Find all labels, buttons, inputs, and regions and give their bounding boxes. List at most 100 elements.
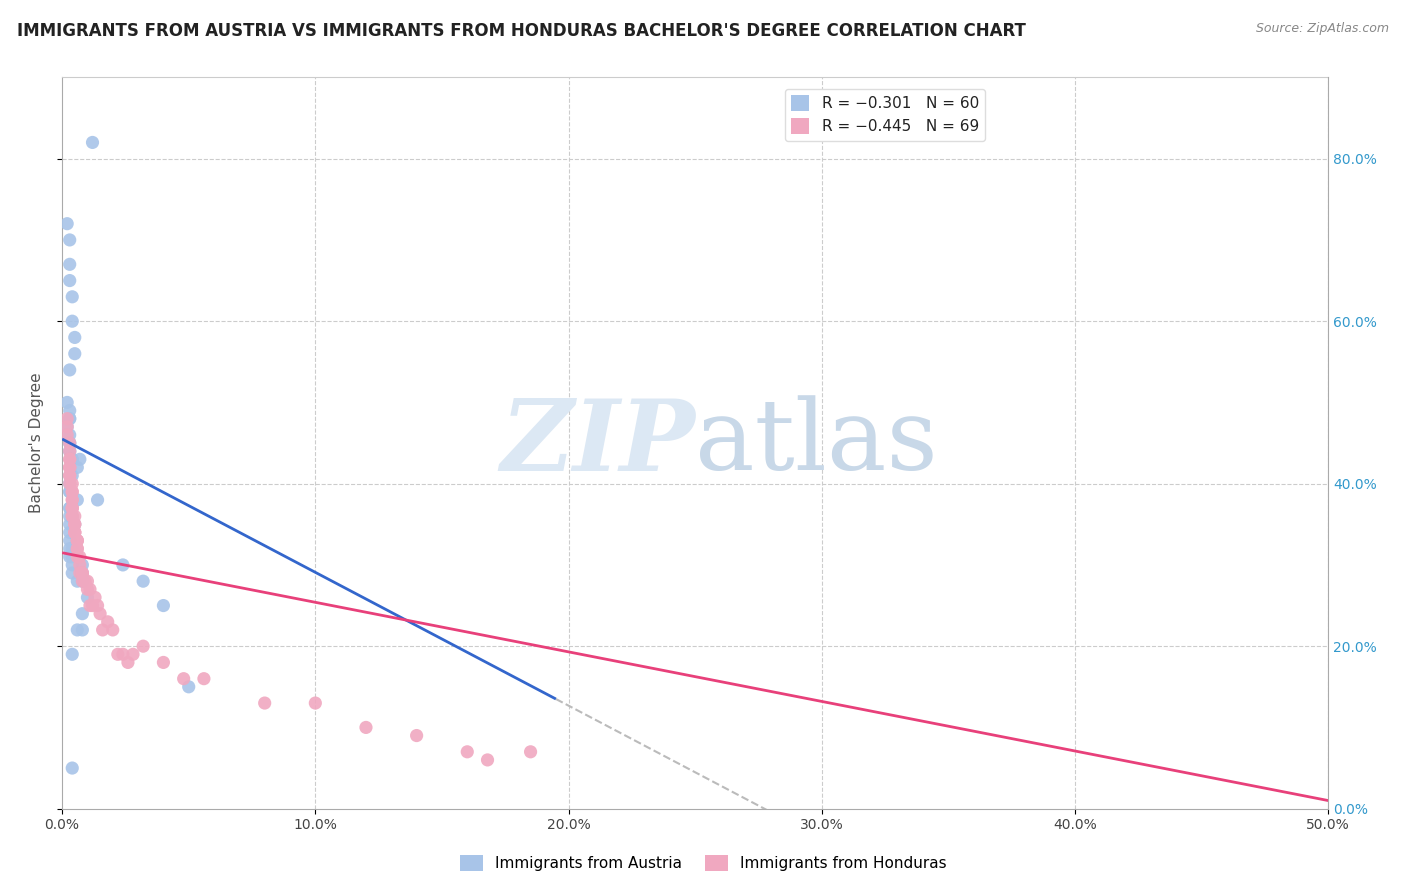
- Point: [59, 411, 82, 425]
- Point: [63, 509, 86, 524]
- Point: [76, 591, 98, 605]
- Point: [59, 452, 82, 467]
- Point: [132, 639, 155, 653]
- Y-axis label: Bachelor's Degree: Bachelor's Degree: [30, 373, 44, 514]
- Point: [59, 444, 82, 458]
- Point: [60, 509, 83, 524]
- Point: [72, 566, 94, 580]
- Point: [60, 452, 83, 467]
- Point: [59, 274, 82, 288]
- Text: ZIP: ZIP: [501, 395, 695, 491]
- Point: [82, 599, 104, 613]
- Point: [59, 484, 82, 499]
- Point: [354, 721, 377, 735]
- Point: [66, 533, 89, 548]
- Point: [107, 648, 129, 662]
- Text: Source: ZipAtlas.com: Source: ZipAtlas.com: [1256, 22, 1389, 36]
- Point: [253, 696, 276, 710]
- Point: [79, 582, 101, 597]
- Point: [76, 582, 98, 597]
- Point: [56, 411, 79, 425]
- Point: [56, 217, 79, 231]
- Point: [59, 476, 82, 491]
- Point: [60, 452, 83, 467]
- Point: [60, 484, 83, 499]
- Point: [82, 136, 104, 150]
- Point: [66, 533, 89, 548]
- Point: [66, 492, 89, 507]
- Point: [60, 314, 83, 328]
- Point: [66, 623, 89, 637]
- Point: [69, 558, 91, 572]
- Point: [59, 363, 82, 377]
- Point: [60, 558, 83, 572]
- Point: [60, 501, 83, 516]
- Point: [60, 566, 83, 580]
- Point: [111, 648, 134, 662]
- Point: [60, 290, 83, 304]
- Point: [72, 623, 94, 637]
- Point: [59, 403, 82, 417]
- Point: [59, 444, 82, 458]
- Point: [59, 428, 82, 442]
- Point: [91, 623, 114, 637]
- Point: [79, 599, 101, 613]
- Point: [60, 541, 83, 556]
- Point: [59, 436, 82, 450]
- Point: [56, 419, 79, 434]
- Point: [73, 574, 96, 589]
- Point: [63, 525, 86, 540]
- Point: [72, 607, 94, 621]
- Point: [60, 492, 83, 507]
- Point: [63, 517, 86, 532]
- Text: IMMIGRANTS FROM AUSTRIA VS IMMIGRANTS FROM HONDURAS BACHELOR'S DEGREE CORRELATIO: IMMIGRANTS FROM AUSTRIA VS IMMIGRANTS FR…: [17, 22, 1026, 40]
- Point: [72, 574, 94, 589]
- Point: [59, 411, 82, 425]
- Point: [56, 419, 79, 434]
- Text: atlas: atlas: [695, 395, 938, 491]
- Point: [63, 347, 86, 361]
- Point: [66, 574, 89, 589]
- Point: [59, 460, 82, 475]
- Legend: R = −0.301   N = 60, R = −0.445   N = 69: R = −0.301 N = 60, R = −0.445 N = 69: [785, 88, 986, 141]
- Point: [59, 468, 82, 483]
- Point: [59, 452, 82, 467]
- Point: [66, 549, 89, 564]
- Point: [59, 476, 82, 491]
- Point: [59, 460, 82, 475]
- Point: [152, 656, 174, 670]
- Point: [60, 492, 83, 507]
- Point: [173, 672, 195, 686]
- Point: [519, 745, 541, 759]
- Point: [59, 257, 82, 271]
- Point: [456, 745, 478, 759]
- Point: [63, 517, 86, 532]
- Point: [59, 549, 82, 564]
- Point: [59, 484, 82, 499]
- Point: [69, 452, 91, 467]
- Point: [59, 501, 82, 516]
- Point: [73, 574, 96, 589]
- Point: [60, 468, 83, 483]
- Point: [69, 566, 91, 580]
- Point: [132, 574, 155, 589]
- Point: [177, 680, 200, 694]
- Point: [72, 558, 94, 572]
- Point: [152, 599, 174, 613]
- Point: [84, 591, 107, 605]
- Point: [59, 476, 82, 491]
- Point: [122, 648, 145, 662]
- Point: [59, 525, 82, 540]
- Point: [60, 509, 83, 524]
- Point: [66, 541, 89, 556]
- Point: [59, 468, 82, 483]
- Point: [66, 460, 89, 475]
- Point: [63, 517, 86, 532]
- Point: [97, 615, 120, 629]
- Point: [66, 541, 89, 556]
- Point: [69, 549, 91, 564]
- Point: [86, 599, 108, 613]
- Point: [59, 541, 82, 556]
- Point: [117, 656, 139, 670]
- Point: [59, 436, 82, 450]
